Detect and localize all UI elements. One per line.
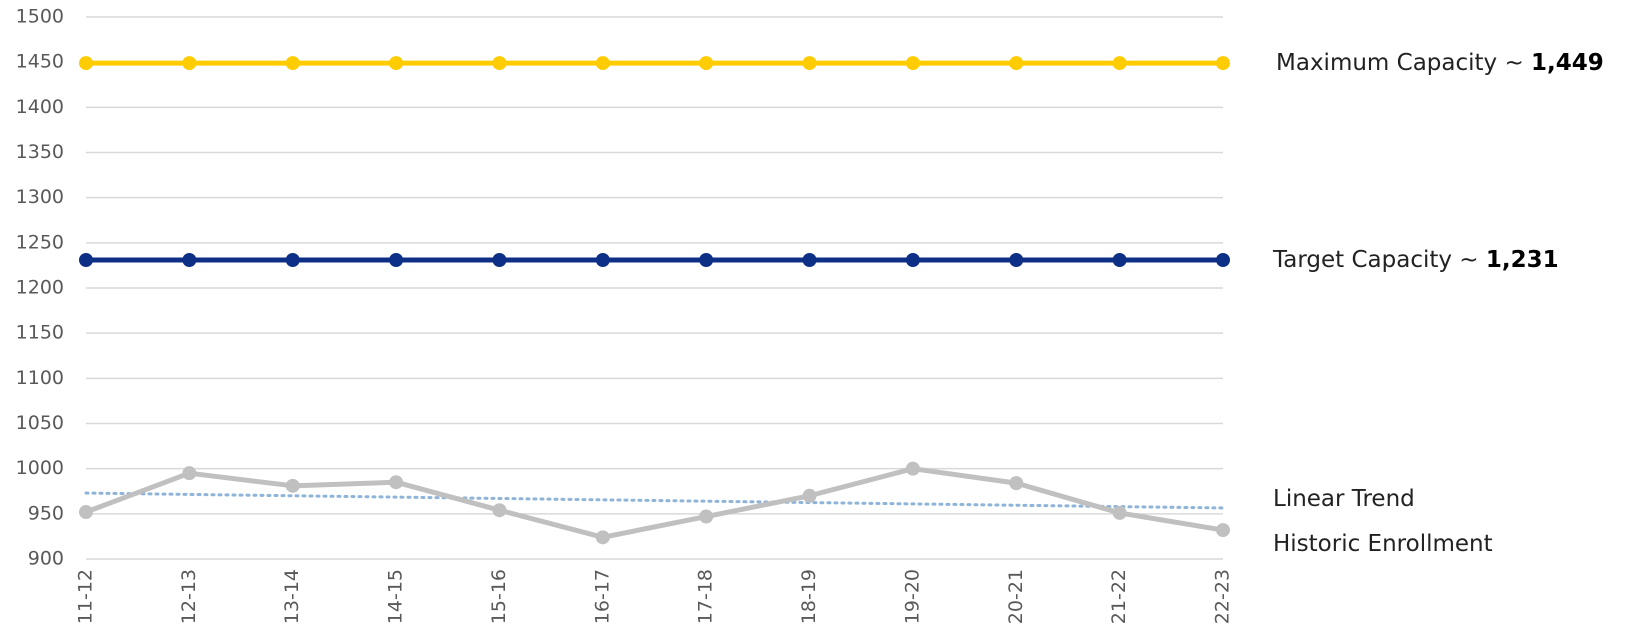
- x-tick-label: 22-23: [1212, 569, 1234, 624]
- point: [389, 475, 404, 490]
- legend-name: Maximum Capacity ~: [1276, 50, 1524, 76]
- point: [595, 56, 610, 71]
- y-tick-label: 1100: [16, 367, 64, 389]
- point: [285, 478, 300, 493]
- point: [492, 503, 507, 518]
- y-tick-label: 1000: [16, 457, 64, 479]
- point: [1009, 476, 1024, 491]
- y-tick-label: 1450: [16, 51, 64, 73]
- point: [79, 56, 93, 71]
- y-tick-label: 1400: [16, 96, 64, 118]
- point: [699, 252, 714, 267]
- y-tick-label: 900: [28, 548, 64, 570]
- point: [285, 56, 300, 71]
- point: [492, 252, 507, 267]
- point: [285, 252, 300, 267]
- point: [802, 56, 817, 71]
- legend-spacer: [1524, 50, 1531, 76]
- point: [595, 530, 610, 545]
- legend-label: Linear Trend: [1273, 486, 1415, 512]
- point: [182, 466, 197, 481]
- y-tick-label: 1500: [16, 6, 64, 28]
- series-line: [84, 491, 1225, 510]
- point: [595, 252, 610, 267]
- legend-name: Historic Enrollment: [1273, 531, 1493, 557]
- point: [905, 56, 920, 71]
- point: [699, 56, 714, 71]
- point: [492, 56, 507, 71]
- y-tick-label: 950: [28, 502, 64, 524]
- x-tick-label: 18-19: [798, 569, 820, 624]
- x-tick-label: 16-17: [591, 569, 613, 624]
- end-label: 1,449: [1531, 50, 1604, 76]
- x-tick-label: 19-20: [901, 569, 923, 624]
- legend-label: Target Capacity ~ 1,231: [1272, 246, 1559, 272]
- x-tick-label: 11-12: [75, 569, 97, 624]
- x-tick-label: 20-21: [1005, 569, 1027, 624]
- y-tick-label: 1300: [16, 186, 64, 208]
- point: [1112, 252, 1127, 267]
- legend-name: Target Capacity ~: [1272, 246, 1479, 272]
- y-tick-label: 1050: [16, 412, 64, 434]
- point: [1009, 56, 1024, 71]
- legend-label: Maximum Capacity ~ 1,449: [1276, 50, 1604, 76]
- point: [1216, 56, 1230, 71]
- x-tick-label: 14-15: [385, 569, 407, 624]
- series-line: [83, 466, 1226, 540]
- point: [389, 252, 404, 267]
- point: [389, 56, 404, 71]
- point: [1112, 505, 1127, 520]
- point: [182, 252, 197, 267]
- y-tick-label: 1350: [16, 141, 64, 163]
- x-tick-label: 12-13: [178, 569, 200, 624]
- point: [79, 252, 93, 267]
- x-tick-label: 17-18: [695, 569, 717, 624]
- point: [1009, 252, 1024, 267]
- point: [1216, 523, 1230, 538]
- legend-spacer: [1479, 246, 1486, 272]
- point: [1216, 252, 1230, 267]
- legend-label: Historic Enrollment: [1273, 531, 1493, 557]
- x-tick-label: 15-16: [488, 569, 510, 624]
- point: [905, 461, 920, 476]
- point: [802, 488, 817, 503]
- x-tick-label: 21-22: [1108, 569, 1130, 624]
- point: [1112, 56, 1127, 71]
- point: [182, 56, 197, 71]
- y-tick-label: 1150: [16, 322, 64, 344]
- point: [699, 509, 714, 524]
- y-tick-label: 1200: [16, 277, 64, 299]
- x-tick-label: 13-14: [281, 569, 303, 624]
- legend-name: Linear Trend: [1273, 486, 1415, 512]
- y-tick-label: 1250: [16, 231, 64, 253]
- point: [905, 252, 920, 267]
- point: [802, 252, 817, 267]
- point: [79, 505, 93, 520]
- end-label: 1,231: [1486, 246, 1559, 272]
